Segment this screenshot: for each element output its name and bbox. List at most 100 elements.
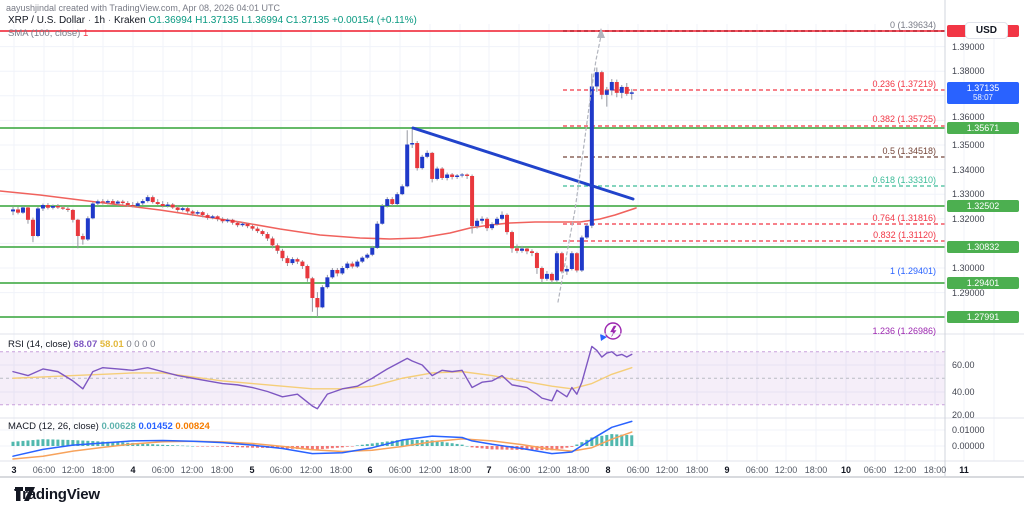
time-axis-label[interactable]: 12:00 <box>893 465 917 475</box>
time-axis-label[interactable]: 6 <box>367 465 373 475</box>
symbol-ohlc-row[interactable]: XRP / U.S. Dollar · 1h · Kraken O1.36994… <box>8 15 417 26</box>
sma-value: 1 <box>82 28 89 39</box>
ohlc-open: O1.36994 <box>148 15 193 26</box>
time-axis-label[interactable]: 06:00 <box>151 465 175 475</box>
candle-body <box>594 72 599 87</box>
candle-body <box>355 261 360 267</box>
time-axis-label[interactable]: 12:00 <box>180 465 204 475</box>
macd-histogram-bar <box>146 443 150 446</box>
candle-body <box>519 248 524 251</box>
macd-histogram-bar <box>116 442 120 446</box>
candle-body <box>275 245 280 251</box>
candle-body <box>255 228 260 232</box>
macd-histogram-bar <box>320 446 324 450</box>
fib-level-label: 0.5 (1.34518) <box>882 146 936 156</box>
candle-body <box>564 268 569 272</box>
price-axis-label: 1.35000 <box>952 140 985 150</box>
macd-histogram-bar <box>450 443 454 446</box>
time-axis-label[interactable]: 18:00 <box>923 465 947 475</box>
time-axis-label[interactable]: 18:00 <box>91 465 115 475</box>
time-axis-label[interactable]: 18:00 <box>566 465 590 475</box>
time-axis-label[interactable]: 4 <box>130 465 136 475</box>
macd-histogram-bar <box>550 446 554 451</box>
macd-histogram-bar <box>156 444 160 446</box>
candle-body <box>584 225 589 238</box>
candle-body <box>470 175 475 227</box>
candle-body <box>325 277 330 288</box>
macd-histogram-bar <box>445 442 449 446</box>
candle-body <box>534 252 539 268</box>
price-axis-badge: 1.29401 <box>947 277 1019 289</box>
time-axis-label[interactable]: 18:00 <box>329 465 353 475</box>
time-axis-label[interactable]: 12:00 <box>61 465 85 475</box>
candle-body <box>235 222 240 226</box>
price-axis-badge: 1.32502 <box>947 200 1019 212</box>
time-axis-label[interactable]: 18:00 <box>804 465 828 475</box>
projection-arrow-path <box>557 35 602 303</box>
time-axis-label[interactable]: 06:00 <box>269 465 293 475</box>
macd-histogram-bar <box>181 445 185 447</box>
macd-histogram-bar <box>166 445 170 446</box>
time-axis-label[interactable]: 06:00 <box>507 465 531 475</box>
macd-histogram-bar <box>415 439 419 446</box>
time-axis-label[interactable]: 06:00 <box>863 465 887 475</box>
candle-body <box>225 219 230 222</box>
macd-histogram-bar <box>335 446 339 448</box>
macd-histogram-bar <box>66 439 70 446</box>
time-axis-label[interactable]: 12:00 <box>537 465 561 475</box>
time-axis-label[interactable]: 18:00 <box>448 465 472 475</box>
time-axis-label[interactable]: 06:00 <box>32 465 56 475</box>
candle-body <box>395 194 400 205</box>
candle-body <box>265 234 270 239</box>
macd-histogram-bar <box>395 440 399 446</box>
rsi-legend[interactable]: RSI (14, close) 68.07 58.01 0 0 0 0 <box>8 339 155 350</box>
time-axis-label[interactable]: 5 <box>249 465 255 475</box>
candle-body <box>375 223 380 248</box>
macd-histogram-bar <box>211 446 215 447</box>
macd-histogram-bar <box>530 446 534 451</box>
time-axis-label[interactable]: 10 <box>840 465 852 475</box>
candle-body <box>420 156 425 169</box>
macd-histogram-bar <box>430 440 434 446</box>
candle-body <box>390 199 395 205</box>
macd-histogram-bar <box>71 440 75 446</box>
candle-body <box>95 201 100 204</box>
sma-legend[interactable]: SMA (100, close) 1 <box>8 28 88 39</box>
time-axis-label[interactable]: 12:00 <box>774 465 798 475</box>
time-axis-label[interactable]: 06:00 <box>388 465 412 475</box>
time-axis-label[interactable]: 12:00 <box>418 465 442 475</box>
time-axis-label[interactable]: 9 <box>724 465 730 475</box>
time-axis-label[interactable]: 12:00 <box>655 465 679 475</box>
rsi-axis-label: 40.00 <box>952 387 975 397</box>
time-axis-label[interactable]: 3 <box>11 465 17 475</box>
candle-body <box>170 204 175 208</box>
time-axis-label[interactable]: 7 <box>486 465 492 475</box>
macd-histogram-bar <box>201 446 205 447</box>
candle-body <box>55 206 60 208</box>
badge-price: 1.32502 <box>966 201 1000 211</box>
macd-histogram-bar <box>470 446 474 448</box>
candle-body <box>285 258 290 264</box>
macd-histogram-bar <box>11 441 15 446</box>
time-axis-label[interactable]: 06:00 <box>745 465 769 475</box>
candle-body <box>70 209 75 220</box>
currency-toggle-button[interactable]: USD <box>964 22 1008 39</box>
candle-body <box>495 218 500 225</box>
candle-body <box>380 206 385 224</box>
candle-body <box>405 144 410 187</box>
time-axis-label[interactable]: 06:00 <box>626 465 650 475</box>
candle-body <box>240 223 245 226</box>
tradingview-logo[interactable]: TradingView <box>14 486 100 503</box>
time-axis-label[interactable]: 18:00 <box>685 465 709 475</box>
macd-histogram-bar <box>300 446 304 450</box>
candle-body <box>130 205 135 207</box>
time-axis-label[interactable]: 8 <box>605 465 611 475</box>
macd-histogram-bar <box>26 440 30 446</box>
macd-histogram-bar <box>76 440 80 446</box>
macd-hist-value: 0.00628 <box>101 421 136 432</box>
time-axis-label[interactable]: 18:00 <box>210 465 234 475</box>
time-axis-label[interactable]: 12:00 <box>299 465 323 475</box>
time-axis-label[interactable]: 11 <box>959 465 969 475</box>
macd-legend[interactable]: MACD (12, 26, close) 0.00628 0.01452 0.0… <box>8 421 210 432</box>
